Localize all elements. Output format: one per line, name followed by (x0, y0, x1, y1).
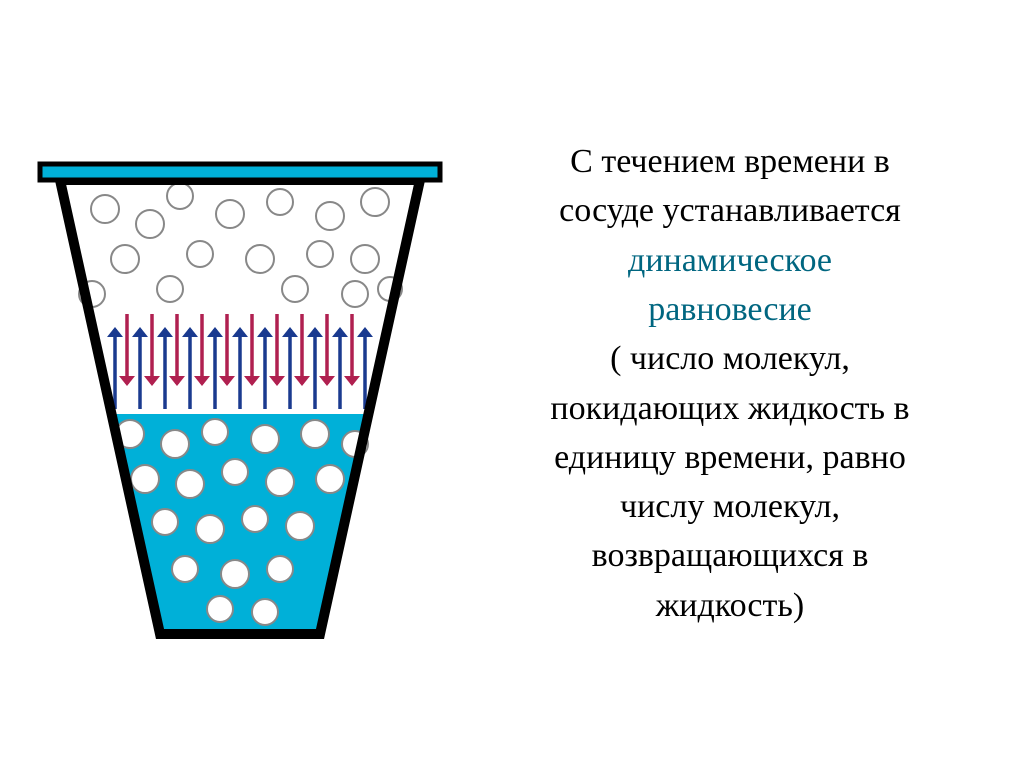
equilibrium-diagram (0, 124, 480, 644)
text-line: сосуде устанавливается (559, 192, 901, 229)
text-line: ( число молекул, (610, 340, 850, 377)
text-highlight: равновесие (648, 291, 812, 328)
text-line: С течением времени в (570, 143, 890, 180)
text-highlight: динамическое (628, 242, 832, 279)
text-line: покидающих жидкость в (550, 390, 909, 427)
vessel-svg (20, 124, 460, 644)
text-line: жидкость) (656, 587, 804, 624)
explanation-text: С течением времени в сосуде устанавливае… (480, 137, 1000, 630)
text-line: единицу времени, равно (554, 439, 906, 476)
text-line: числу молекул, (620, 488, 840, 525)
text-line: возвращающихся в (592, 537, 869, 574)
